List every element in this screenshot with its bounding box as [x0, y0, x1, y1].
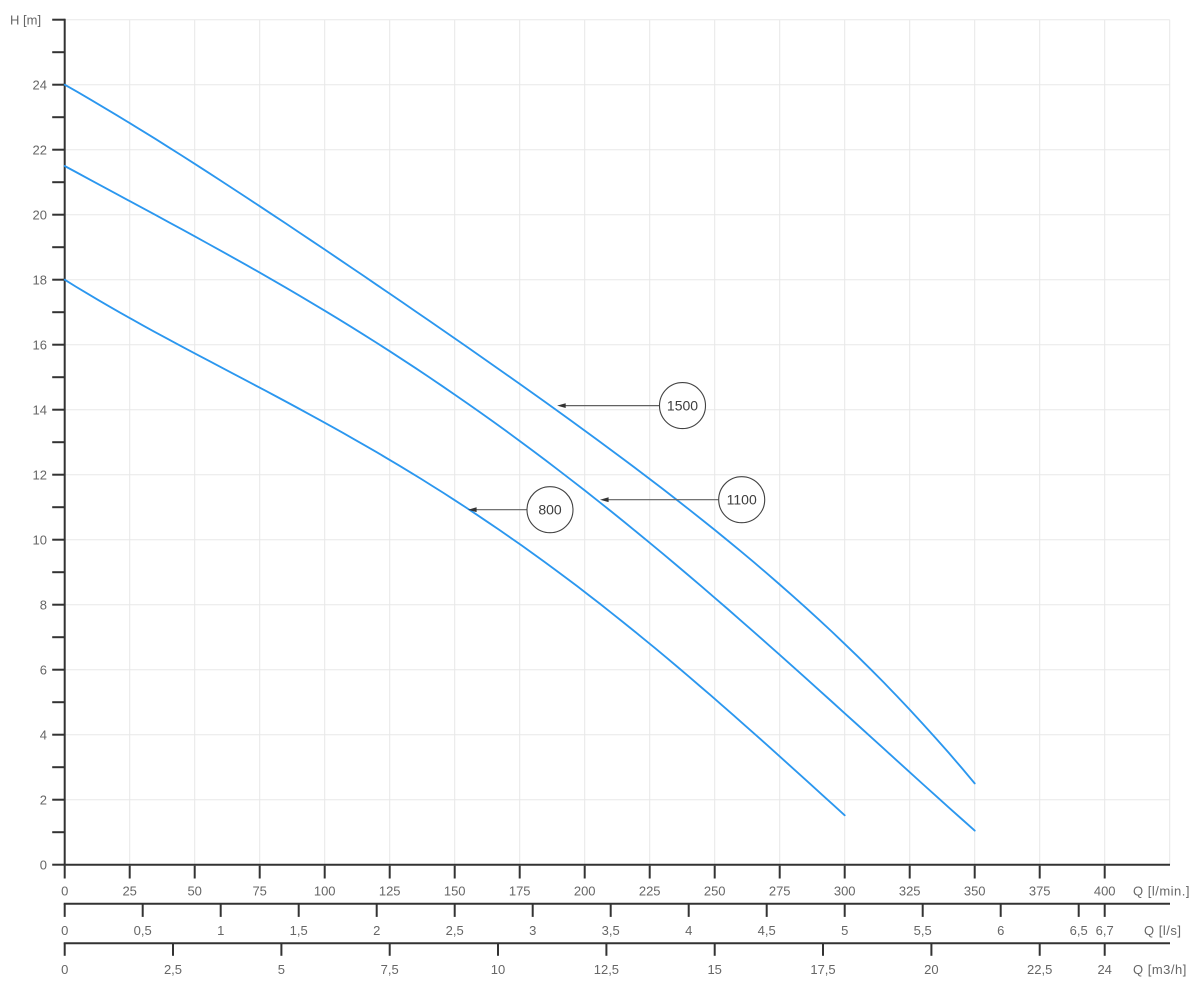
- svg-text:0: 0: [61, 962, 68, 977]
- svg-text:400: 400: [1094, 884, 1116, 899]
- svg-text:22: 22: [33, 142, 47, 157]
- svg-text:6: 6: [997, 923, 1004, 938]
- svg-text:Q [l/min.]: Q [l/min.]: [1133, 884, 1190, 899]
- svg-text:150: 150: [444, 884, 466, 899]
- svg-text:275: 275: [769, 884, 791, 899]
- svg-text:100: 100: [314, 884, 336, 899]
- svg-text:1,5: 1,5: [290, 923, 308, 938]
- svg-text:5,5: 5,5: [914, 923, 932, 938]
- svg-text:350: 350: [964, 884, 986, 899]
- svg-text:25: 25: [122, 884, 136, 899]
- svg-text:300: 300: [834, 884, 856, 899]
- svg-text:6,5: 6,5: [1070, 923, 1088, 938]
- svg-text:0: 0: [40, 857, 47, 872]
- svg-text:6: 6: [40, 662, 47, 677]
- svg-text:375: 375: [1029, 884, 1051, 899]
- svg-text:325: 325: [899, 884, 921, 899]
- svg-text:800: 800: [538, 502, 562, 518]
- svg-text:4: 4: [685, 923, 692, 938]
- svg-text:5: 5: [278, 962, 285, 977]
- svg-text:200: 200: [574, 884, 596, 899]
- svg-text:1500: 1500: [667, 397, 698, 413]
- svg-text:24: 24: [1097, 962, 1111, 977]
- svg-text:4: 4: [40, 727, 47, 742]
- svg-text:Q [m3/h]: Q [m3/h]: [1133, 962, 1187, 977]
- svg-text:12: 12: [33, 467, 47, 482]
- svg-text:22,5: 22,5: [1027, 962, 1052, 977]
- svg-text:17,5: 17,5: [810, 962, 835, 977]
- svg-text:3,5: 3,5: [602, 923, 620, 938]
- svg-text:Q [l/s]: Q [l/s]: [1144, 923, 1181, 938]
- svg-text:10: 10: [33, 532, 47, 547]
- svg-text:2: 2: [373, 923, 380, 938]
- svg-text:7,5: 7,5: [381, 962, 399, 977]
- svg-text:10: 10: [491, 962, 505, 977]
- svg-text:8: 8: [40, 597, 47, 612]
- svg-text:0,5: 0,5: [134, 923, 152, 938]
- svg-text:18: 18: [33, 272, 47, 287]
- svg-text:20: 20: [924, 962, 938, 977]
- svg-text:6,7: 6,7: [1096, 923, 1114, 938]
- svg-text:20: 20: [33, 207, 47, 222]
- svg-text:3: 3: [529, 923, 536, 938]
- svg-text:125: 125: [379, 884, 401, 899]
- svg-text:0: 0: [61, 923, 68, 938]
- svg-text:4,5: 4,5: [758, 923, 776, 938]
- svg-text:50: 50: [187, 884, 201, 899]
- svg-text:2,5: 2,5: [446, 923, 464, 938]
- svg-text:15: 15: [707, 962, 721, 977]
- svg-text:0: 0: [61, 884, 68, 899]
- svg-text:H [m]: H [m]: [10, 13, 41, 28]
- svg-text:12,5: 12,5: [594, 962, 619, 977]
- svg-text:225: 225: [639, 884, 661, 899]
- svg-text:250: 250: [704, 884, 726, 899]
- svg-text:16: 16: [33, 337, 47, 352]
- svg-text:1100: 1100: [727, 492, 757, 508]
- svg-text:5: 5: [841, 923, 848, 938]
- svg-text:2,5: 2,5: [164, 962, 182, 977]
- svg-text:75: 75: [252, 884, 266, 899]
- svg-text:2: 2: [40, 792, 47, 807]
- svg-text:1: 1: [217, 923, 224, 938]
- svg-text:175: 175: [509, 884, 531, 899]
- svg-text:24: 24: [33, 77, 47, 92]
- svg-text:14: 14: [33, 402, 47, 417]
